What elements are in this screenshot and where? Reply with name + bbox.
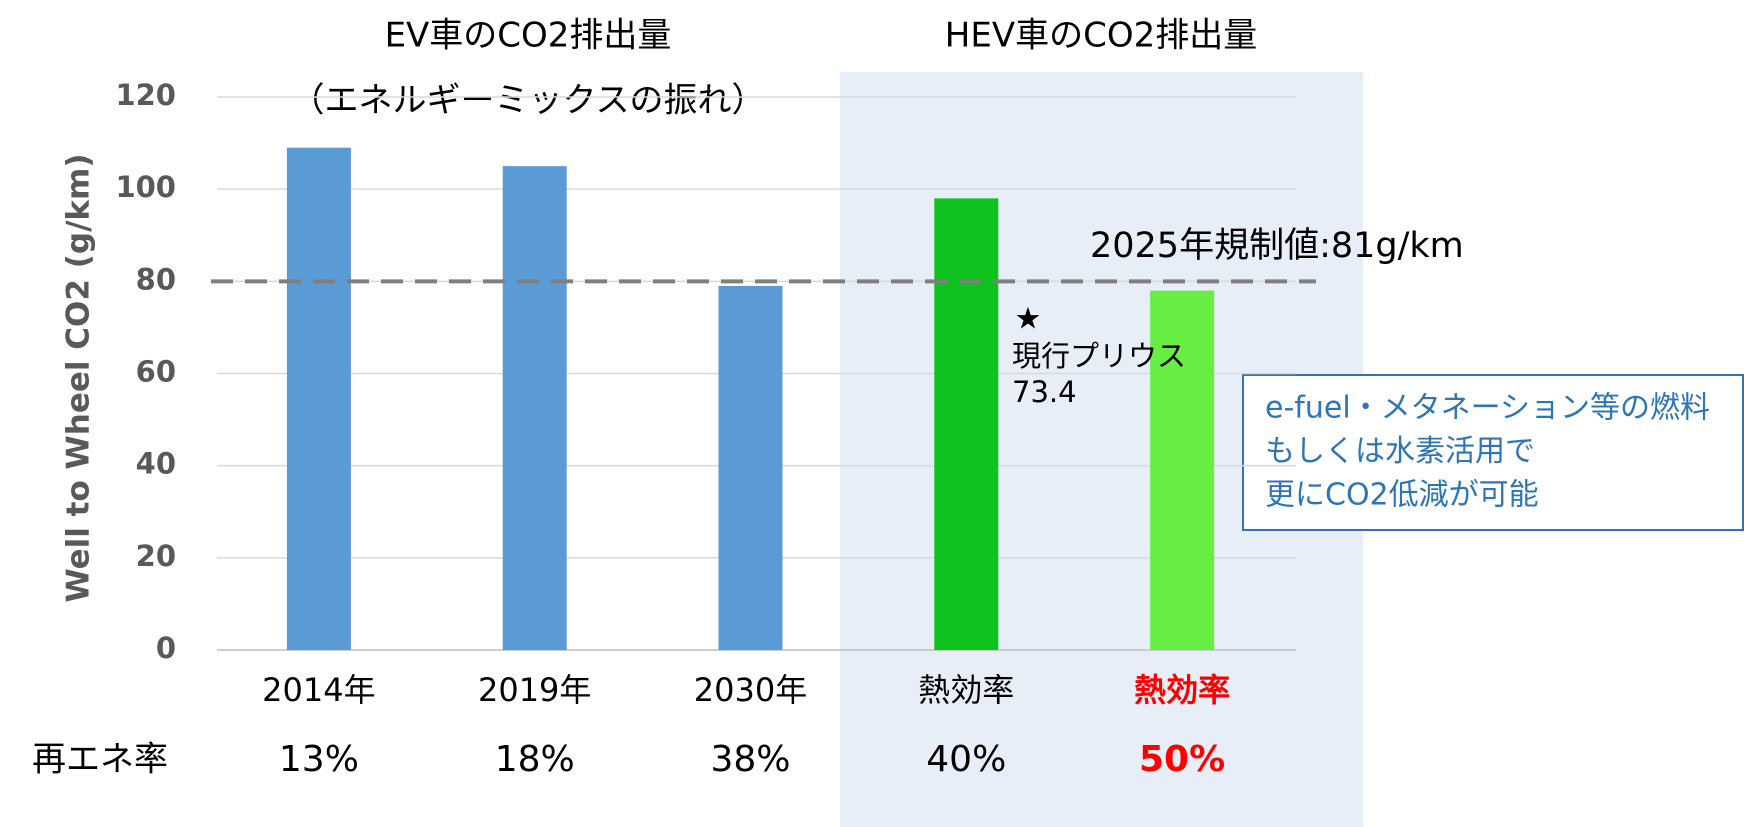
note-box [1242,374,1744,531]
chart-title-2: HEV車のCO2排出量 [945,16,1257,56]
y-tick-label: 60 [136,355,176,389]
x-tick-label: 熱効率 [1134,671,1230,709]
note-text: もしくは水素活用で [1265,434,1535,469]
y-tick-label: 0 [156,631,176,665]
y-tick-label: 120 [115,78,176,112]
reference-label: 2025年規制値:81g/km [1090,226,1464,266]
y-tick-label: 20 [136,539,176,573]
note-text: 更にCO2低減が可能 [1265,478,1539,513]
y-tick-label: 80 [136,262,176,296]
x-tick-label: 2019年 [478,671,591,709]
bar [1150,290,1215,650]
x-tick-label: 2014年 [262,671,375,709]
chart-title: EV車のCO2排出量 [385,16,672,56]
bar [934,198,999,650]
x-subcategory-label: 50% [1139,739,1225,780]
x-tick-label: 2030年 [694,671,807,709]
note-text: e-fuel・メタネーション等の燃料 [1265,391,1710,426]
x-subcategory-label: 38% [710,739,790,780]
annotation-text: 現行プリウス [1012,339,1186,373]
annotation-symbol: ★ [1015,302,1042,337]
bar [286,147,351,651]
y-axis-label: Well to Wheel CO2 (g/km) [61,153,97,602]
annotation-value: 73.4 [1012,375,1077,409]
y-tick-label: 100 [115,170,176,204]
bar [502,166,567,650]
y-tick-label: 40 [136,447,176,481]
x-subcategory-label: 13% [279,739,359,780]
x-subcategory-label: 40% [926,739,1006,780]
chart-subtitle: （エネルギーミックスの振れ） [291,81,766,121]
x-tick-label: 熱効率 [918,671,1014,709]
row-label: 再エネ率 [32,740,168,780]
x-subcategory-label: 18% [495,739,575,780]
bar [718,285,783,650]
